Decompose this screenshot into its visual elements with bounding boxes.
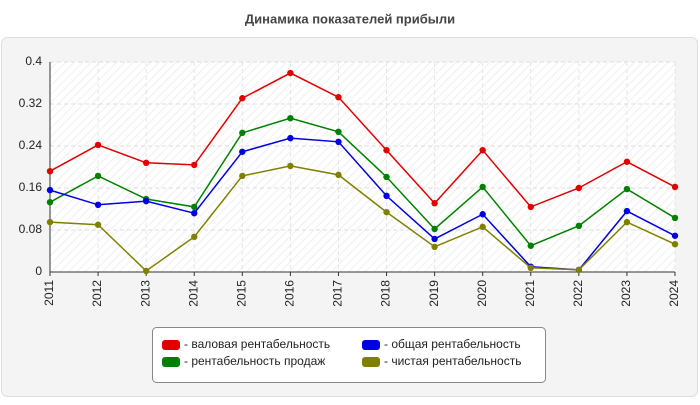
data-point (431, 225, 438, 233)
data-point (575, 266, 583, 274)
y-tick-label: 0 (35, 264, 42, 278)
data-point (94, 221, 102, 228)
data-point (46, 168, 54, 175)
data-point (479, 223, 486, 231)
data-point (239, 172, 246, 180)
data-point (383, 173, 390, 181)
data-point (383, 192, 390, 200)
y-tick-label: 0.16 (19, 180, 43, 194)
data-point (239, 95, 246, 102)
data-point (431, 243, 438, 250)
x-tick-label: 2017 (331, 280, 345, 307)
x-tick-label: 2023 (619, 280, 633, 307)
data-point (383, 147, 390, 154)
data-point (335, 128, 342, 136)
data-point (623, 207, 631, 215)
x-tick-label: 2016 (283, 280, 297, 307)
data-point (335, 93, 342, 101)
data-point (479, 211, 486, 218)
data-point (94, 201, 102, 208)
x-tick-label: 2011 (42, 280, 56, 306)
data-point (335, 138, 342, 145)
data-point (287, 134, 294, 142)
data-point (527, 203, 534, 211)
series-line (49, 117, 676, 247)
y-tick-label: 0.08 (19, 222, 43, 236)
data-point (575, 184, 583, 192)
data-point (191, 233, 198, 241)
y-tick-label: 0.32 (19, 96, 43, 110)
x-tick-label: 2021 (523, 280, 537, 307)
data-point (671, 240, 679, 248)
legend-swatch (362, 340, 380, 350)
data-point (46, 218, 54, 226)
data-point (479, 147, 486, 154)
data-point (94, 172, 102, 180)
data-point (575, 222, 583, 229)
data-point (239, 129, 246, 137)
data-point (191, 210, 198, 217)
x-tick-label: 2014 (186, 280, 200, 307)
x-tick-label: 2018 (379, 280, 393, 307)
chart-title: Динамика показателей прибыли (245, 11, 455, 26)
series-line (49, 165, 676, 272)
x-tick-label: 2012 (90, 280, 104, 307)
legend (152, 327, 546, 383)
data-point (191, 203, 198, 211)
data-point (46, 198, 54, 206)
data-point (623, 158, 631, 165)
data-point (335, 171, 342, 179)
legend-label: - валовая рентабельность (184, 337, 330, 351)
data-point (623, 185, 631, 193)
legend-swatch (362, 357, 380, 367)
legend-label: - рентабельность продаж (184, 354, 325, 368)
data-point (671, 183, 679, 191)
legend-label: - общая рентабельность (384, 337, 521, 351)
data-point (287, 69, 294, 77)
x-tick-label: 2020 (475, 280, 489, 307)
legend-swatch (162, 340, 180, 350)
data-point (527, 264, 534, 271)
legend-label: - чистая рентабельность (384, 354, 521, 368)
data-point (46, 186, 54, 194)
data-point (239, 148, 246, 155)
x-tick-label: 2022 (571, 280, 585, 307)
data-point (191, 161, 198, 169)
plot-area (50, 62, 675, 272)
x-tick-label: 2019 (427, 280, 441, 307)
data-point (671, 214, 679, 222)
y-tick-label: 0.24 (19, 138, 43, 152)
data-point (623, 218, 631, 226)
data-point (383, 208, 390, 216)
data-point (431, 235, 438, 243)
y-tick-label: 0.4 (25, 54, 42, 68)
data-point (142, 267, 150, 275)
data-point (142, 197, 150, 205)
data-point (142, 159, 150, 166)
data-point (527, 242, 534, 249)
legend-swatch (162, 357, 180, 367)
data-point (671, 232, 679, 239)
x-tick-label: 2013 (138, 280, 152, 307)
data-point (287, 162, 294, 170)
data-point (94, 141, 102, 149)
data-point (287, 114, 294, 122)
x-tick-label: 2015 (234, 280, 248, 307)
data-point (431, 200, 438, 207)
x-tick-label: 2024 (667, 280, 681, 307)
series-line (49, 72, 676, 208)
data-point (479, 183, 486, 191)
